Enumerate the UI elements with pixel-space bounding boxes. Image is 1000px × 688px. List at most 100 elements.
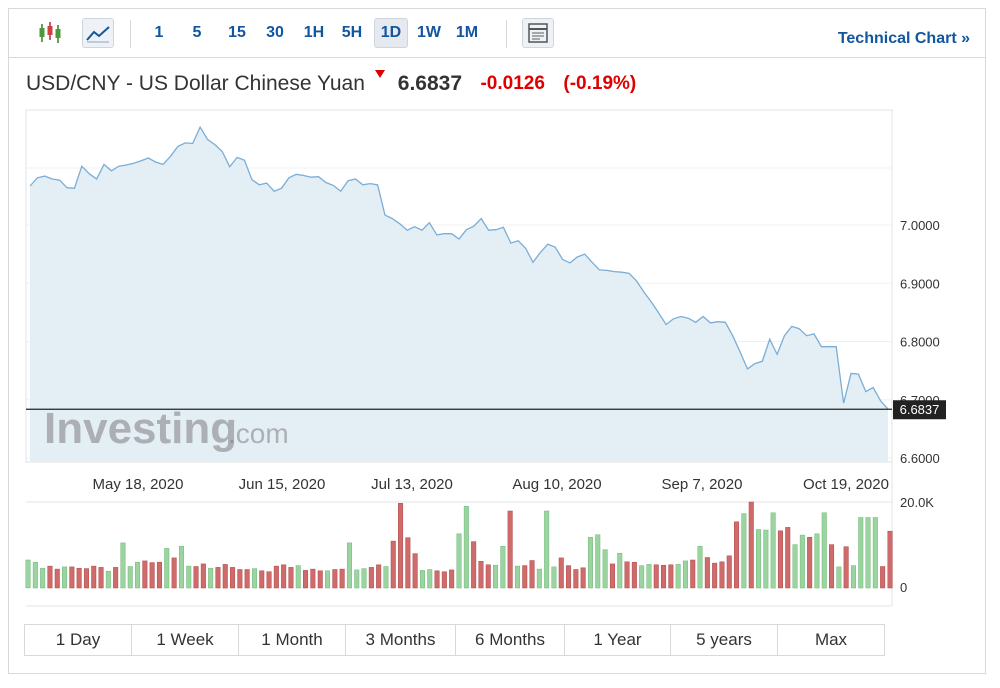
volume-bar	[25, 559, 31, 589]
interval-1w-button[interactable]: 1W	[417, 24, 441, 41]
volume-bar	[105, 570, 111, 589]
volume-bar	[675, 564, 681, 589]
volume-bar	[558, 557, 564, 589]
volume-bar	[156, 561, 162, 589]
volume-tick-label: 0	[900, 580, 907, 595]
volume-bar	[624, 561, 630, 589]
volume-bar	[149, 562, 155, 589]
time-range-selector: 1 Day 1 Week 1 Month 3 Months 6 Months 1 Year…	[24, 624, 885, 656]
interval-1d-button[interactable]: 1D	[374, 18, 408, 48]
volume-bar	[215, 567, 221, 589]
volume-bar	[551, 566, 557, 589]
volume-bar	[865, 517, 871, 589]
volume-bar	[127, 566, 133, 589]
volume-bar	[54, 568, 60, 589]
volume-bar	[354, 569, 360, 589]
volume-bar	[405, 537, 411, 589]
interval-30-button[interactable]: 30	[266, 24, 284, 41]
volume-bar	[251, 568, 257, 589]
candlestick-icon[interactable]	[34, 18, 66, 48]
range-3-months-button[interactable]: 3 Months	[346, 625, 456, 655]
last-price-tag-label: 6.6837	[900, 402, 940, 417]
volume-bar	[449, 569, 455, 589]
volume-bar	[617, 552, 623, 589]
toolbar-separator	[506, 20, 507, 48]
volume-bar	[668, 564, 674, 589]
volume-bar	[507, 510, 513, 589]
volume-bar	[288, 567, 294, 589]
volume-bar	[821, 512, 827, 589]
range-1-week-button[interactable]: 1 Week	[132, 625, 239, 655]
interval-1h-button[interactable]: 1H	[303, 24, 325, 41]
price-line	[29, 125, 889, 410]
volume-bar	[858, 517, 864, 589]
volume-bar	[186, 565, 192, 589]
volume-bar	[843, 546, 849, 589]
volume-bar	[763, 529, 769, 589]
volume-bar	[47, 565, 53, 589]
range-5-years-button[interactable]: 5 years	[671, 625, 778, 655]
volume-bar	[281, 564, 287, 589]
x-tick-label: Sep 7, 2020	[662, 476, 743, 493]
range-6-months-button[interactable]: 6 Months	[456, 625, 565, 655]
range-1-month-button[interactable]: 1 Month	[239, 625, 346, 655]
volume-bar	[419, 570, 425, 589]
volume-bar	[463, 506, 469, 589]
volume-bar	[135, 561, 141, 589]
volume-bar	[697, 546, 703, 589]
volume-bar	[434, 570, 440, 589]
volume-bar	[580, 567, 586, 589]
x-tick-label: Oct 19, 2020	[803, 476, 889, 493]
volume-bar	[244, 569, 250, 589]
volume-bar	[807, 537, 813, 589]
volume-bar	[529, 560, 535, 589]
area-chart-icon[interactable]	[82, 18, 114, 48]
volume-bar	[76, 567, 82, 589]
last-price-tag	[893, 400, 946, 420]
volume-bar	[756, 529, 762, 589]
volume-bar	[500, 546, 506, 589]
volume-bar	[741, 513, 747, 589]
volume-bar	[120, 542, 126, 589]
volume-bar	[303, 570, 309, 589]
volume-bar	[726, 555, 732, 589]
volume-bar	[595, 534, 601, 589]
volume-bar	[785, 527, 791, 589]
interval-15-button[interactable]: 15	[228, 24, 246, 41]
range-1-day-button[interactable]: 1 Day	[25, 625, 132, 655]
volume-bar	[273, 565, 279, 589]
interval-1-button[interactable]: 1	[154, 24, 164, 41]
volume-bar	[522, 565, 528, 589]
volume-bar	[770, 512, 776, 589]
volume-bar	[836, 566, 842, 589]
volume-bar	[566, 565, 572, 589]
range-1-year-button[interactable]: 1 Year	[565, 625, 671, 655]
volume-bar	[609, 563, 615, 589]
volume-bar	[573, 569, 579, 589]
interval-5h-button[interactable]: 5H	[341, 24, 363, 41]
volume-bar	[83, 568, 89, 589]
x-tick-label: Jul 13, 2020	[371, 476, 453, 493]
volume-bar	[544, 510, 550, 589]
volume-bar	[98, 567, 104, 589]
x-tick-label: May 18, 2020	[93, 476, 184, 493]
y-tick-label: 6.8000	[900, 335, 940, 350]
volume-bar	[887, 530, 893, 589]
settings-panel-icon[interactable]	[522, 18, 554, 48]
volume-bar	[390, 540, 396, 589]
range-max-button[interactable]: Max	[814, 630, 848, 649]
volume-bar	[734, 521, 740, 589]
interval-5-button[interactable]: 5	[192, 24, 202, 41]
volume-bar	[478, 561, 484, 589]
technical-chart-link[interactable]: Technical Chart »	[837, 30, 970, 47]
volume-bar	[712, 562, 718, 589]
volume-bar	[661, 564, 667, 589]
volume-bar	[368, 567, 374, 589]
interval-1m-button[interactable]: 1M	[455, 24, 479, 41]
chart-widget	[8, 8, 986, 674]
y-tick-label: 7.0000	[900, 218, 940, 233]
volume-bar	[164, 548, 170, 589]
y-tick-label: 6.6000	[900, 451, 940, 466]
price-area	[30, 127, 888, 462]
